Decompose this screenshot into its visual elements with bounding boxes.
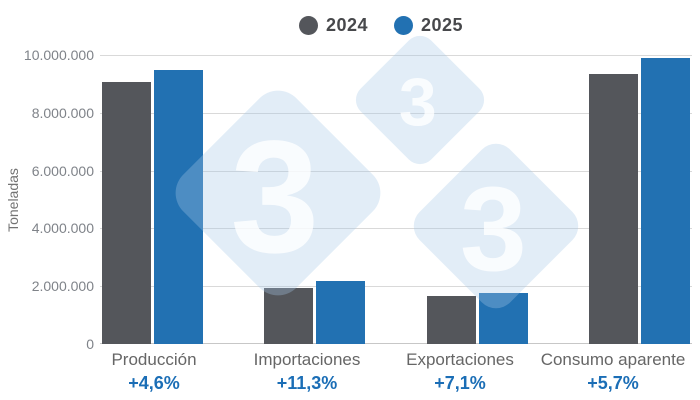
legend-item-2024[interactable]: 2024 (298, 14, 368, 36)
y-tick-label: 8.000.000 (31, 104, 94, 121)
gridline (100, 112, 692, 114)
category-label: Importaciones (253, 350, 361, 369)
gridline (100, 170, 692, 172)
bar-series (100, 55, 692, 344)
bar-produccion-2025[interactable] (154, 70, 203, 344)
gridline (100, 228, 692, 230)
legend-marker-2025-icon (394, 15, 413, 35)
bar-group-consumo-aparente (588, 55, 690, 344)
bar-group-exportaciones (426, 55, 528, 344)
variation-label: +11,3% (276, 373, 338, 393)
bar-group-produccion (102, 55, 203, 344)
variation-label: +5,7% (587, 373, 639, 393)
y-axis-tick-labels: 10.000.000 8.000.000 6.000.000 4.000.000… (0, 47, 94, 352)
x-label-produccion: Producción +4,6% (69, 349, 239, 394)
gridline (100, 55, 692, 56)
bar-consumo-2025[interactable] (640, 58, 690, 344)
y-tick-label: 0 (86, 336, 94, 352)
x-axis-labels: Producción +4,6% Importaciones +11,3% Ex… (100, 349, 692, 397)
y-tick-label: 2.000.000 (31, 278, 94, 295)
y-tick-label: 10.000.000 (23, 47, 94, 63)
bar-exportaciones-2024[interactable] (426, 296, 476, 344)
legend-item-2025[interactable]: 2025 (394, 15, 463, 36)
category-label: Producción (111, 350, 197, 369)
x-axis-line (100, 343, 692, 344)
variation-label: +4,6% (128, 373, 180, 393)
chart-legend: 2024 2025 (85, 12, 677, 38)
x-label-importaciones: Importaciones +11,3% (222, 349, 392, 394)
variation-label: +7,1% (434, 373, 486, 393)
bar-importaciones-2025[interactable] (316, 281, 366, 344)
legend-label-2024: 2024 (325, 14, 368, 35)
legend-label-2025: 2025 (421, 14, 464, 35)
category-label: Exportaciones (406, 350, 514, 369)
category-label: Consumo aparente (540, 350, 686, 369)
x-label-consumo-aparente: Consumo aparente +5,7% (528, 349, 698, 394)
x-label-exportaciones: Exportaciones +7,1% (375, 349, 545, 394)
plot-area (100, 55, 692, 344)
bar-exportaciones-2025[interactable] (478, 292, 528, 344)
bar-group-importaciones (264, 55, 366, 344)
y-tick-label: 6.000.000 (31, 162, 94, 179)
y-tick-label: 4.000.000 (31, 220, 94, 237)
bar-produccion-2024[interactable] (102, 82, 151, 344)
bar-importaciones-2024[interactable] (264, 287, 314, 344)
bar-consumo-2024[interactable] (588, 73, 638, 344)
gridline (100, 286, 692, 288)
legend-marker-2024-icon (298, 15, 318, 35)
